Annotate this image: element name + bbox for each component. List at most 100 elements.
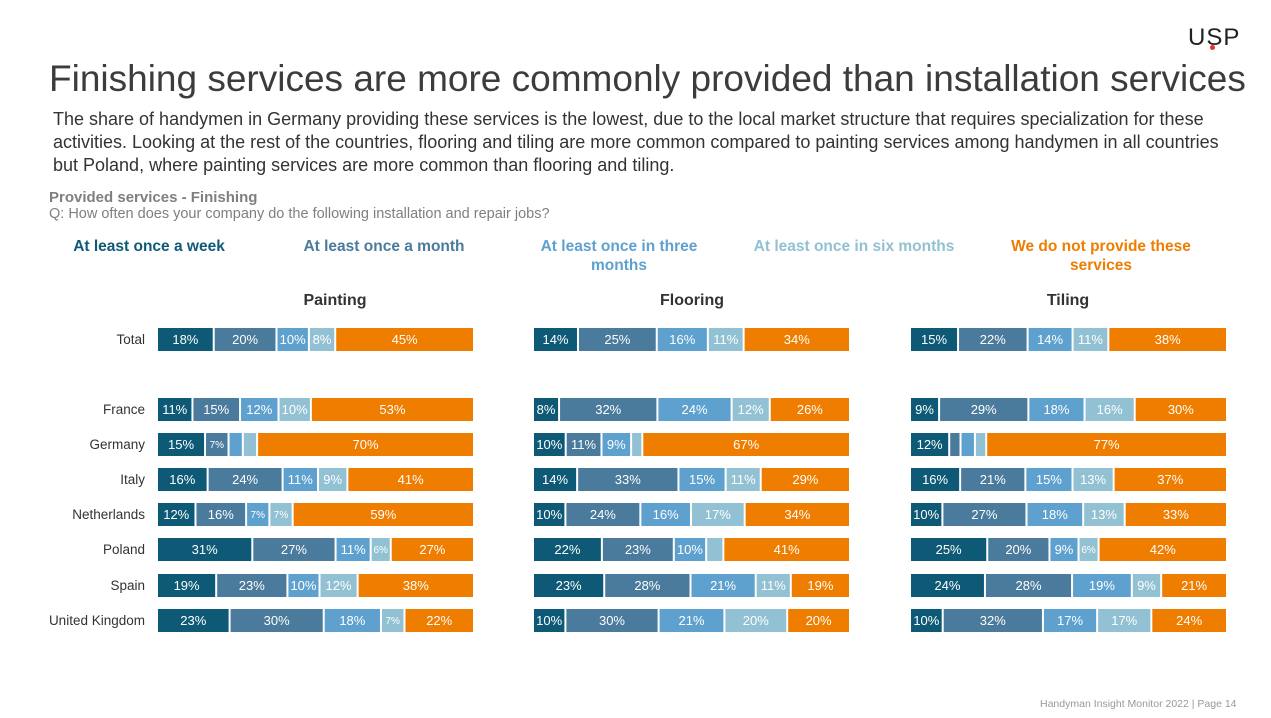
bar-painting-france-month — [193, 398, 240, 421]
logo-dot — [1210, 45, 1215, 50]
bar-painting-spain-not-provided — [358, 574, 473, 597]
data-label-flooring-netherlands-six-months: 17% — [705, 507, 731, 522]
data-label-flooring-poland-not-provided: 41% — [774, 542, 800, 557]
bar-painting-united-kingdom-three-months — [324, 609, 380, 632]
data-label-flooring-italy-six-months: 11% — [731, 472, 756, 487]
row-label-netherlands: Netherlands — [72, 507, 145, 522]
data-label-flooring-spain-not-provided: 19% — [807, 578, 833, 593]
bar-painting-italy-month — [208, 468, 282, 491]
legend-three-months: At least once in three months — [540, 238, 698, 274]
bar-flooring-germany-month — [566, 433, 601, 456]
bar-flooring-spain-six-months — [756, 574, 790, 597]
row-label-germany: Germany — [89, 437, 145, 452]
data-label-tiling-total-week: 15% — [921, 332, 947, 347]
bar-painting-netherlands-week — [158, 503, 195, 526]
data-label-tiling-united-kingdom-not-provided: 24% — [1176, 613, 1202, 628]
bar-flooring-spain-not-provided — [791, 574, 849, 597]
bar-painting-united-kingdom-six-months — [381, 609, 404, 632]
bar-flooring-italy-not-provided — [761, 468, 849, 491]
data-label-tiling-netherlands-six-months: 13% — [1091, 507, 1117, 522]
bar-tiling-netherlands-not-provided — [1125, 503, 1226, 526]
bar-painting-netherlands-three-months — [247, 503, 269, 526]
data-label-painting-france-month: 15% — [203, 402, 229, 417]
data-label-painting-spain-three-months: 10% — [290, 578, 316, 593]
data-label-flooring-netherlands-week: 10% — [536, 507, 562, 522]
bar-flooring-spain-week — [534, 574, 604, 597]
bar-painting-italy-not-provided — [348, 468, 473, 491]
bar-tiling-total-six-months — [1073, 328, 1108, 351]
bar-tiling-netherlands-week — [911, 503, 942, 526]
bar-painting-netherlands-not-provided — [293, 503, 473, 526]
bar-painting-united-kingdom-month — [230, 609, 323, 632]
bar-flooring-total-not-provided — [744, 328, 849, 351]
data-label-flooring-poland-month: 23% — [625, 542, 651, 557]
bar-tiling-france-not-provided — [1135, 398, 1226, 421]
bar-tiling-germany-month — [950, 433, 960, 456]
panel-title-tiling: Tiling — [1046, 292, 1090, 309]
data-label-painting-netherlands-three-months: 7% — [251, 510, 266, 521]
bar-tiling-united-kingdom-month — [943, 609, 1042, 632]
data-label-tiling-netherlands-three-months: 18% — [1042, 507, 1068, 522]
data-label-painting-spain-week: 19% — [174, 578, 200, 593]
bar-painting-poland-month — [253, 538, 335, 561]
bar-painting-italy-three-months — [283, 468, 318, 491]
data-label-tiling-spain-six-months: 9% — [1137, 578, 1156, 593]
bar-tiling-netherlands-six-months — [1084, 503, 1124, 526]
data-label-painting-poland-not-provided: 27% — [419, 542, 445, 557]
bar-tiling-germany-six-months — [975, 433, 986, 456]
data-label-painting-italy-week: 16% — [169, 472, 195, 487]
bar-tiling-poland-three-months — [1050, 538, 1078, 561]
data-label-flooring-netherlands-month: 24% — [590, 507, 616, 522]
legend-six-months: At least once in six months — [753, 238, 955, 255]
data-label-painting-france-six-months: 10% — [282, 402, 308, 417]
data-label-tiling-italy-six-months: 13% — [1080, 472, 1106, 487]
bar-flooring-united-kingdom-week — [534, 609, 565, 632]
panel-title-flooring: Flooring — [660, 292, 724, 309]
data-label-flooring-germany-month: 11% — [571, 437, 596, 452]
bar-flooring-france-three-months — [658, 398, 731, 421]
bar-flooring-spain-month — [605, 574, 690, 597]
data-label-flooring-total-not-provided: 34% — [784, 332, 810, 347]
data-label-painting-spain-six-months: 12% — [326, 578, 352, 593]
data-label-flooring-germany-not-provided: 67% — [733, 437, 759, 452]
bar-painting-spain-six-months — [320, 574, 357, 597]
bar-painting-spain-three-months — [288, 574, 319, 597]
data-label-painting-netherlands-month: 16% — [208, 507, 234, 522]
bar-painting-poland-three-months — [336, 538, 370, 561]
data-label-tiling-united-kingdom-three-months: 17% — [1057, 613, 1083, 628]
data-label-tiling-italy-month: 21% — [980, 472, 1006, 487]
bar-tiling-spain-six-months — [1132, 574, 1161, 597]
bar-painting-total-not-provided — [336, 328, 473, 351]
data-label-painting-germany-week: 15% — [168, 437, 194, 452]
bar-flooring-united-kingdom-not-provided — [788, 609, 849, 632]
row-label-united-kingdom: United Kingdom — [48, 613, 145, 628]
bar-flooring-germany-six-months — [632, 433, 642, 456]
data-label-flooring-netherlands-not-provided: 34% — [784, 507, 810, 522]
bar-flooring-netherlands-week — [534, 503, 565, 526]
data-label-tiling-france-not-provided: 30% — [1168, 402, 1194, 417]
data-label-tiling-france-three-months: 18% — [1043, 402, 1069, 417]
bar-flooring-italy-six-months — [726, 468, 760, 491]
data-label-flooring-italy-not-provided: 29% — [792, 472, 818, 487]
page-subtitle: The share of handymen in Germany providi… — [53, 109, 1219, 175]
data-label-painting-united-kingdom-week: 23% — [180, 613, 206, 628]
data-label-flooring-united-kingdom-six-months: 20% — [743, 613, 769, 628]
data-label-tiling-italy-three-months: 15% — [1036, 472, 1062, 487]
bar-painting-total-six-months — [309, 328, 335, 351]
data-label-tiling-spain-week: 24% — [934, 578, 960, 593]
data-label-flooring-total-three-months: 16% — [669, 332, 695, 347]
bar-painting-germany-three-months — [229, 433, 242, 456]
bar-tiling-poland-six-months — [1079, 538, 1098, 561]
bar-tiling-united-kingdom-not-provided — [1152, 609, 1226, 632]
section-title: Provided services - Finishing — [49, 189, 258, 206]
data-label-flooring-spain-three-months: 21% — [710, 578, 736, 593]
bar-flooring-france-six-months — [732, 398, 769, 421]
data-label-flooring-netherlands-three-months: 16% — [653, 507, 679, 522]
data-label-tiling-italy-not-provided: 37% — [1157, 472, 1183, 487]
bar-flooring-spain-three-months — [691, 574, 755, 597]
data-label-painting-poland-week: 31% — [192, 542, 218, 557]
data-label-painting-netherlands-six-months: 7% — [274, 510, 289, 521]
bar-tiling-spain-month — [985, 574, 1072, 597]
data-label-painting-netherlands-not-provided: 59% — [370, 507, 396, 522]
bar-flooring-germany-three-months — [602, 433, 631, 456]
